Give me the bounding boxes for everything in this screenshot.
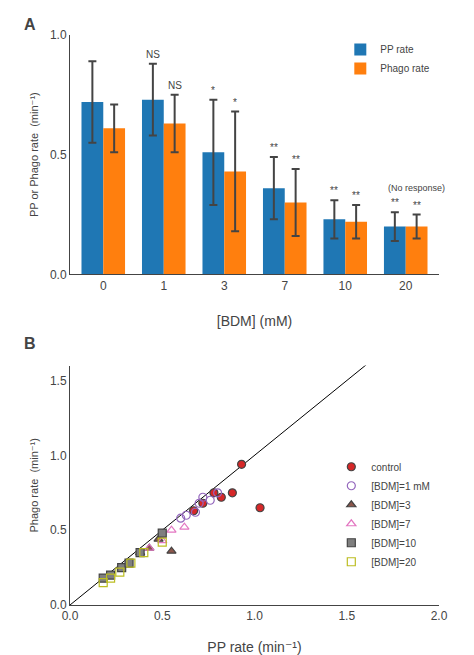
svg-text:1.0: 1.0	[246, 609, 263, 623]
svg-text:0.0: 0.0	[50, 598, 67, 612]
svg-text:1: 1	[160, 279, 167, 293]
svg-text:**: **	[292, 154, 300, 165]
svg-text:3: 3	[221, 279, 228, 293]
svg-text:1.5: 1.5	[338, 609, 355, 623]
svg-text:B: B	[24, 335, 36, 352]
svg-text:0.5: 0.5	[50, 523, 67, 537]
svg-text:Phago rate: Phago rate	[380, 63, 429, 74]
svg-text:**: **	[352, 190, 360, 201]
svg-text:PP rate (min⁻¹): PP rate (min⁻¹)	[207, 639, 301, 655]
svg-text:**: **	[330, 185, 338, 196]
svg-text:7: 7	[281, 279, 288, 293]
svg-text:**: **	[391, 197, 399, 208]
svg-text:**: **	[413, 200, 421, 211]
svg-text:[BDM]=7: [BDM]=7	[371, 519, 411, 530]
svg-text:(No response): (No response)	[388, 183, 445, 193]
svg-text:[BDM] (mM): [BDM] (mM)	[217, 313, 292, 329]
svg-text:**: **	[270, 142, 278, 153]
svg-text:NS: NS	[146, 49, 160, 60]
svg-text:2.0: 2.0	[431, 609, 448, 623]
svg-text:[BDM]=1 mM: [BDM]=1 mM	[371, 481, 430, 492]
svg-text:[BDM]=20: [BDM]=20	[371, 557, 416, 568]
svg-text:0.0: 0.0	[50, 268, 67, 282]
svg-text:control: control	[371, 462, 401, 473]
svg-text:NS: NS	[168, 80, 182, 91]
svg-text:Phago rate (min⁻¹): Phago rate (min⁻¹)	[28, 438, 40, 532]
svg-text:[BDM]=3: [BDM]=3	[371, 500, 411, 511]
svg-text:0.0: 0.0	[62, 609, 79, 623]
svg-text:*: *	[211, 85, 215, 96]
svg-text:1.0: 1.0	[50, 449, 67, 463]
svg-text:0.5: 0.5	[50, 148, 67, 162]
svg-text:PP or Phago rate (min⁻¹): PP or Phago rate (min⁻¹)	[28, 92, 40, 217]
svg-text:*: *	[233, 97, 237, 108]
svg-text:[BDM]=10: [BDM]=10	[371, 538, 416, 549]
svg-text:10: 10	[339, 279, 353, 293]
svg-text:20: 20	[399, 279, 413, 293]
svg-text:0: 0	[100, 279, 107, 293]
svg-text:PP rate: PP rate	[380, 44, 414, 55]
svg-text:0.5: 0.5	[154, 609, 171, 623]
svg-text:1.0: 1.0	[50, 28, 67, 42]
svg-text:1.5: 1.5	[50, 374, 67, 388]
svg-text:A: A	[24, 16, 36, 33]
